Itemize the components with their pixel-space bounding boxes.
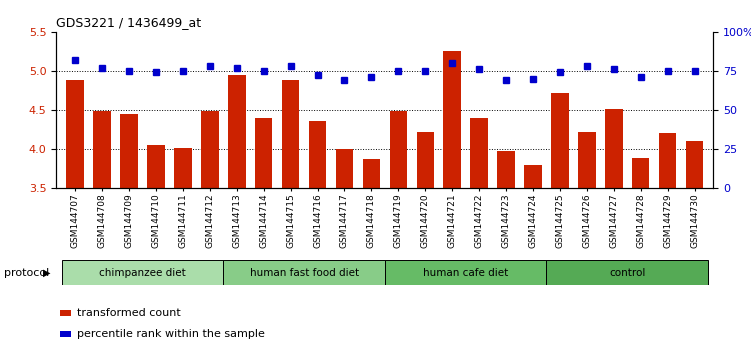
Text: human fast food diet: human fast food diet	[249, 268, 359, 278]
Bar	[223, 260, 385, 285]
Text: GDS3221 / 1436499_at: GDS3221 / 1436499_at	[56, 16, 201, 29]
Bar	[255, 118, 273, 188]
Bar	[59, 310, 71, 316]
Bar	[632, 158, 650, 188]
Bar	[385, 260, 547, 285]
Bar	[605, 109, 623, 188]
Bar	[66, 80, 84, 188]
Bar	[686, 141, 704, 188]
Bar	[578, 132, 596, 188]
Bar	[282, 80, 300, 188]
Bar	[336, 149, 353, 188]
Bar	[59, 331, 71, 337]
Text: percentile rank within the sample: percentile rank within the sample	[77, 329, 265, 339]
Bar	[62, 260, 223, 285]
Bar	[470, 118, 488, 188]
Bar	[228, 75, 246, 188]
Text: ▶: ▶	[43, 268, 50, 278]
Text: transformed count: transformed count	[77, 308, 181, 318]
Bar	[659, 133, 677, 188]
Bar	[363, 159, 380, 188]
Bar	[201, 110, 219, 188]
Bar	[390, 110, 407, 188]
Bar	[120, 114, 137, 188]
Bar	[547, 260, 708, 285]
Bar	[417, 132, 434, 188]
Text: chimpanzee diet: chimpanzee diet	[99, 268, 186, 278]
Bar	[551, 93, 569, 188]
Bar	[174, 148, 192, 188]
Text: protocol: protocol	[4, 268, 49, 278]
Bar	[93, 110, 111, 188]
Bar	[147, 145, 164, 188]
Text: human cafe diet: human cafe diet	[423, 268, 508, 278]
Bar	[524, 165, 541, 188]
Bar	[497, 151, 515, 188]
Bar	[309, 121, 327, 188]
Text: control: control	[609, 268, 645, 278]
Bar	[443, 51, 461, 188]
